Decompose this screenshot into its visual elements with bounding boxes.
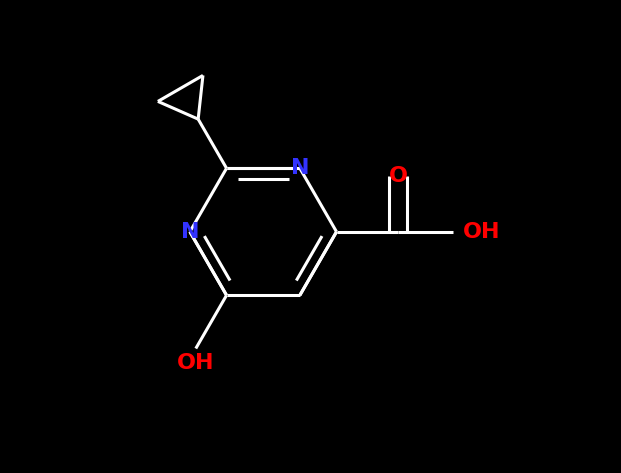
Text: OH: OH xyxy=(177,353,214,373)
Text: O: O xyxy=(389,166,407,186)
Text: OH: OH xyxy=(463,222,501,242)
Text: N: N xyxy=(291,158,309,178)
Text: N: N xyxy=(181,222,199,242)
